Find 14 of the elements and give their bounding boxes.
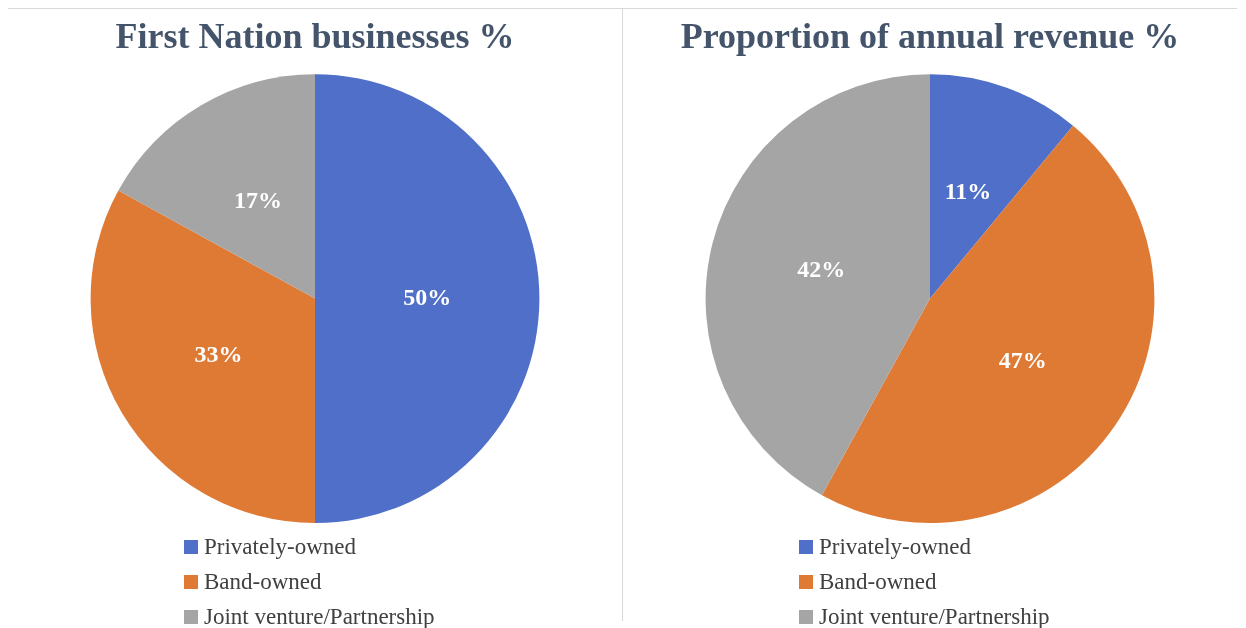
chart-title: First Nation businesses % [115,15,515,56]
legend-label: Privately-owned [819,533,972,561]
legend-label: Band-owned [819,568,937,596]
data-label: 17% [233,187,282,214]
data-label: 33% [194,340,243,367]
legend-label: Joint venture/Partnership [204,603,435,628]
data-label: 50% [403,283,452,310]
chart-title: Proportion of annual revenue % [680,15,1180,56]
data-label: 11% [944,178,992,205]
data-label: 47% [998,346,1047,373]
legend-label: Joint venture/Partnership [819,603,1050,628]
legend-label: Privately-owned [204,533,357,561]
data-label: 42% [797,255,846,282]
legend-label: Band-owned [204,568,322,596]
